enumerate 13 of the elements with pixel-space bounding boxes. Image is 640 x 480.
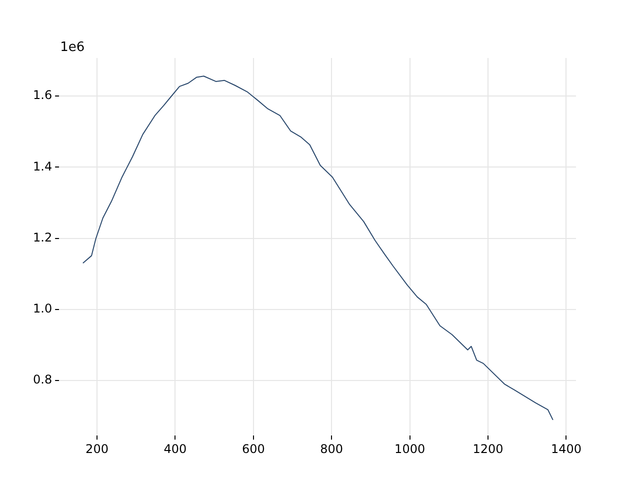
x-tick-label: 1000 <box>394 442 426 456</box>
x-tick-label: 200 <box>86 442 108 456</box>
text: 1e6 <box>60 40 85 55</box>
x-tick-label: 800 <box>320 442 344 456</box>
x-tick-label: 1200 <box>472 442 504 456</box>
y-tick-label: 0.8 <box>32 372 52 387</box>
y-tick-label: 1.2 <box>32 230 52 244</box>
y-tick-label: 1.0 <box>32 302 52 316</box>
x-tick-label: 400 <box>164 442 187 456</box>
y-tick-label: 1.6 <box>32 88 52 102</box>
x-tick-label: 1400 <box>550 442 582 456</box>
y-tick-label: 1.4 <box>32 159 52 174</box>
x-tick-label: 600 <box>242 442 265 456</box>
